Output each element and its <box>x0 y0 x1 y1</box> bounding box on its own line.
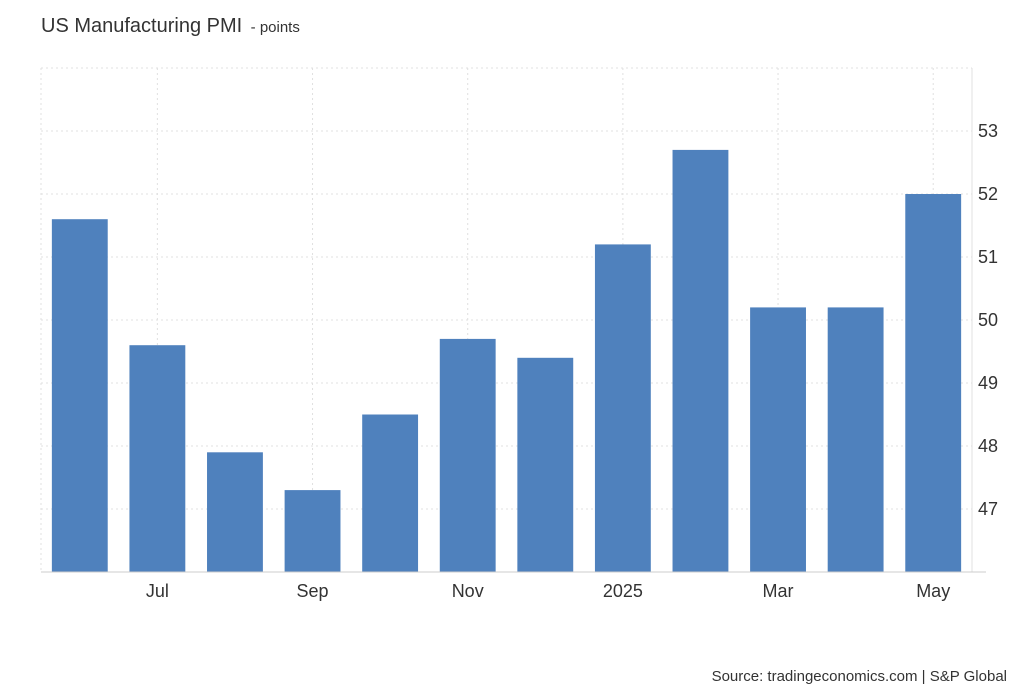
bar-nov <box>439 338 496 572</box>
y-tick-label: 52 <box>978 184 998 204</box>
x-tick-label: Jul <box>146 581 169 601</box>
y-tick-label: 50 <box>978 310 998 330</box>
bar-2025 <box>594 244 651 572</box>
y-tick-label: 47 <box>978 499 998 519</box>
x-tick-label: 2025 <box>603 581 643 601</box>
x-axis-ticks: Jul Sep Nov 2025 Mar May <box>146 581 950 601</box>
bar-feb <box>672 149 729 572</box>
y-tick-label: 48 <box>978 436 998 456</box>
bar-jul <box>129 345 186 572</box>
bar-sep <box>284 490 341 572</box>
chart-title-group: US Manufacturing PMI - points <box>41 15 300 38</box>
x-tick-label: Nov <box>452 581 484 601</box>
chart-units: - points <box>250 19 300 36</box>
y-tick-label: 53 <box>978 121 998 141</box>
y-axis-ticks: 47 48 49 50 51 52 53 <box>978 121 998 519</box>
y-tick-label: 49 <box>978 373 998 393</box>
y-tick-label: 51 <box>978 247 998 267</box>
x-tick-label: Sep <box>297 581 329 601</box>
bar-mar <box>750 307 806 572</box>
bar-apr <box>827 307 884 572</box>
bar-dec <box>517 357 574 572</box>
bar-aug <box>207 452 263 572</box>
x-tick-label: May <box>916 581 950 601</box>
source-note: Source: tradingeconomics.com | S&P Globa… <box>711 668 1007 685</box>
bars <box>51 149 962 572</box>
bar-may <box>905 194 962 572</box>
bar-oct <box>362 414 419 572</box>
x-tick-label: Mar <box>763 581 794 601</box>
bar-jun <box>51 219 108 572</box>
chart-title: US Manufacturing PMI <box>41 15 243 37</box>
